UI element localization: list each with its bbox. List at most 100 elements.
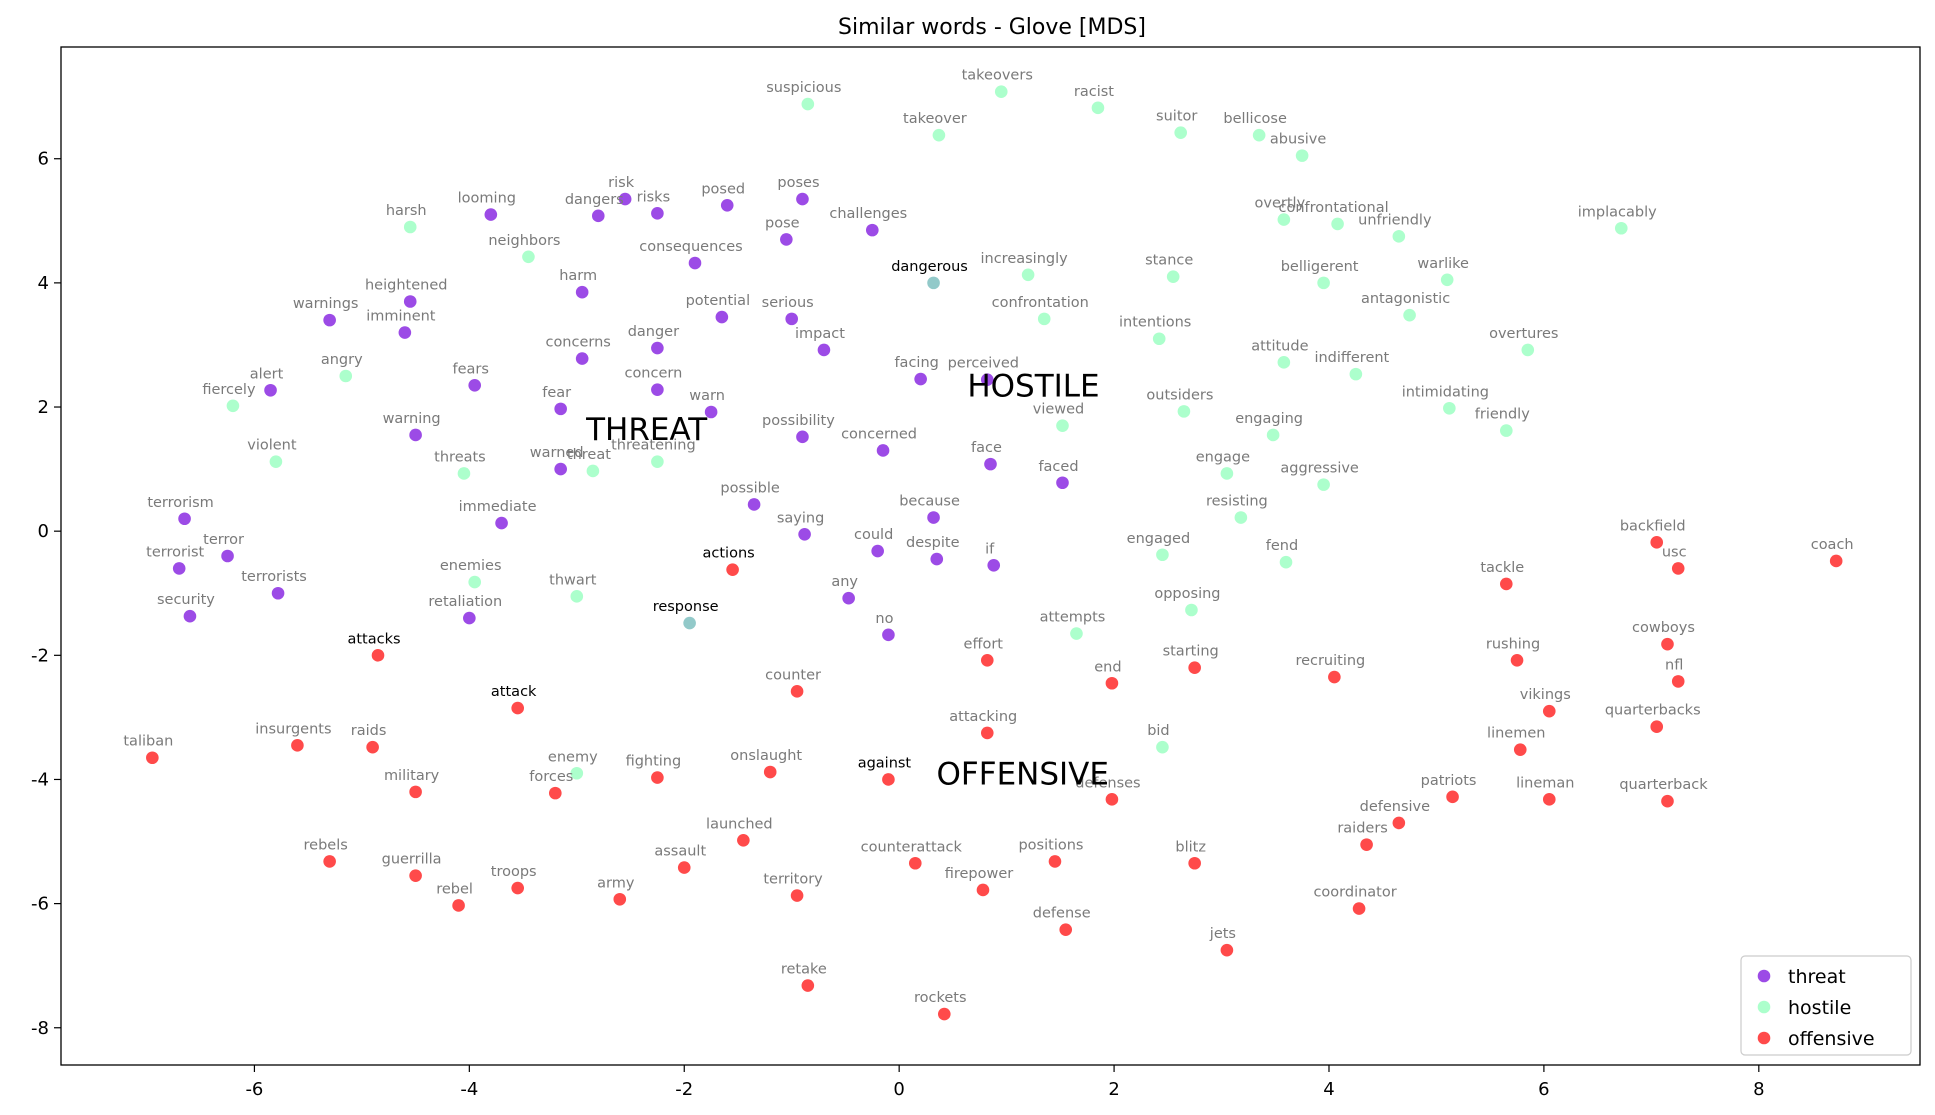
- point-label-threat: threat: [567, 447, 611, 463]
- point-hostile-increasingly: [1021, 268, 1035, 282]
- point-threat-dangers: [591, 209, 605, 223]
- point-threat-facing: [914, 372, 927, 386]
- point-hostile-antagonistic: [1403, 308, 1416, 322]
- point-hostile-overtures: [1521, 343, 1535, 357]
- legend-marker-offensive: [1757, 1031, 1771, 1045]
- point-threat-concerns: [575, 352, 589, 365]
- point-threat-posed: [720, 198, 734, 212]
- point-threat-faced: [1056, 476, 1069, 490]
- point-hostile-belligerent: [1317, 276, 1330, 290]
- point-threat-warned: [554, 462, 567, 476]
- point-label-perceived: perceived: [948, 356, 1019, 372]
- legend: threat hostile offensive: [1740, 955, 1912, 1056]
- point-label-abusive: abusive: [1270, 132, 1326, 148]
- point-offensive-territory: [790, 889, 804, 902]
- point-hostile-stance: [1166, 270, 1180, 283]
- point-label-heightened: heightened: [365, 278, 447, 294]
- point-hostile-engaging: [1266, 428, 1280, 442]
- point-offensive-military: [409, 785, 422, 799]
- point-hostile-opposing: [1185, 603, 1198, 617]
- point-offensive-defense: [1059, 923, 1073, 936]
- point-hostile-engaged: [1156, 548, 1169, 562]
- point-threat-poses: [796, 192, 809, 206]
- point-offensive-quarterback: [1661, 794, 1674, 808]
- point-label-cowboys: cowboys: [1632, 620, 1695, 636]
- legend-marker-hostile: [1757, 1000, 1771, 1014]
- point-label-imminent: imminent: [366, 309, 436, 325]
- point-label-alert: alert: [250, 366, 284, 382]
- point-label-despite: despite: [906, 535, 960, 551]
- point-offensive-positions: [1048, 855, 1062, 868]
- point-threat-consequences: [688, 256, 702, 270]
- point-hostile-neighbors: [522, 250, 535, 264]
- point-offensive-nfl: [1671, 675, 1685, 688]
- point-threat-terrorism: [178, 512, 191, 526]
- point-threat-terror: [221, 549, 234, 563]
- point-label-recruiting: recruiting: [1295, 653, 1365, 669]
- point-threat-risks: [651, 207, 664, 220]
- point-label-engaged: engaged: [1127, 531, 1191, 547]
- point-offensive-launched: [737, 833, 750, 847]
- point-hostile-racist: [1091, 101, 1105, 115]
- point-threat-if: [987, 559, 1001, 572]
- point-label-confrontational: confrontational: [1279, 200, 1389, 216]
- point-label-viewed: viewed: [1033, 402, 1085, 418]
- point-label-neighbors: neighbors: [488, 233, 560, 249]
- point-offensive-recruiting: [1328, 670, 1341, 684]
- point-label-enemies: enemies: [440, 558, 502, 574]
- point-hostile-harsh: [403, 220, 417, 234]
- point-hostile-enemy: [570, 766, 584, 780]
- point-hostile-unfriendly: [1392, 230, 1406, 243]
- point-hostile-outsiders: [1177, 405, 1191, 418]
- point-label-intentions: intentions: [1119, 315, 1191, 331]
- point-hostile-intimidating: [1443, 401, 1456, 415]
- point-label-fear: fear: [542, 385, 571, 401]
- point-offensive-attacks: [371, 649, 385, 662]
- point-hostile-takeover: [932, 128, 946, 142]
- point-label-retake: retake: [781, 962, 827, 978]
- point-label-rushing: rushing: [1486, 636, 1540, 652]
- point-offensive-cowboys: [1661, 637, 1674, 651]
- point-offensive-coach: [1829, 554, 1843, 568]
- point-label-attitude: attitude: [1251, 338, 1308, 354]
- axis-ticks: -6 -4 -2 0 2 4 6 8 -8 -6 -4 -2 0 2 4 6: [31, 149, 1764, 1100]
- point-label-confrontation: confrontation: [992, 295, 1089, 311]
- point-label-challenges: challenges: [829, 206, 907, 222]
- legend-marker-threat: [1757, 969, 1771, 983]
- y-tick-label: -2: [31, 645, 49, 666]
- point-threat-pose: [780, 233, 793, 246]
- point-offensive-insurgents: [291, 739, 304, 752]
- point-offensive-actions: [726, 563, 739, 576]
- point-offensive-counter: [790, 685, 804, 698]
- point-label-against: against: [858, 755, 912, 771]
- point-label-concerns: concerns: [545, 335, 610, 351]
- point-threat-impact: [817, 343, 831, 357]
- point-label-rockets: rockets: [914, 990, 967, 1006]
- point-label-thwart: thwart: [549, 572, 597, 588]
- point-label-if: if: [985, 541, 995, 557]
- x-tick-label: 6: [1538, 1079, 1549, 1100]
- point-offensive-end: [1105, 676, 1119, 690]
- point-label-antagonistic: antagonistic: [1361, 291, 1450, 307]
- point-label-onslaught: onslaught: [730, 748, 802, 764]
- point-label-impact: impact: [795, 326, 845, 342]
- point-label-face: face: [971, 440, 1002, 456]
- plot-area-frame: [60, 46, 1921, 1066]
- point-offensive-assault: [677, 861, 691, 874]
- point-hostile-aggressive: [1317, 478, 1330, 491]
- point-label-warned: warned: [530, 445, 584, 461]
- point-hostile-bellicose: [1252, 128, 1266, 142]
- point-hostile-fend: [1279, 555, 1293, 569]
- point-label-warning: warning: [383, 411, 441, 427]
- point-offensive-effort: [980, 653, 994, 667]
- point-offensive-backfield: [1650, 536, 1664, 549]
- point-label-counter: counter: [765, 667, 821, 683]
- point-label-terror: terror: [203, 532, 244, 548]
- point-offensive-linemen: [1513, 743, 1527, 756]
- point-label-firepower: firepower: [945, 866, 1014, 882]
- point-label-could: could: [854, 527, 893, 543]
- point-hostile-friendly: [1499, 424, 1513, 437]
- point-label-facing: facing: [894, 355, 938, 371]
- point-label-dangerous: dangerous: [891, 259, 968, 275]
- point-overlap-dangerous: [927, 276, 940, 290]
